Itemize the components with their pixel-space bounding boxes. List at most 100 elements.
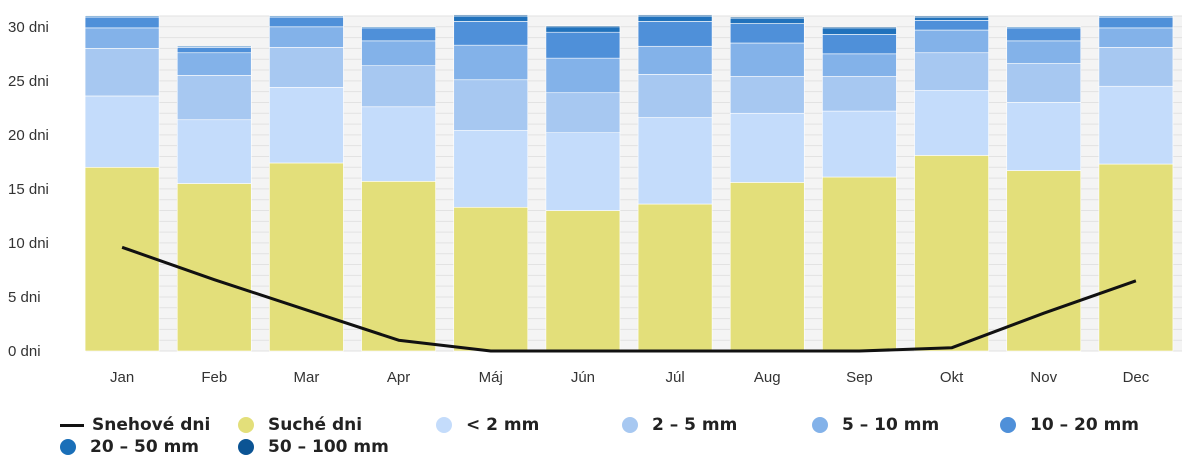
bar-segment [453,79,529,131]
x-tick-label: Aug [754,369,781,386]
bar-segment [1098,163,1174,352]
y-tick-label: 0 dni [8,343,41,360]
bar-segment [545,26,621,33]
bar-segment [1006,27,1082,42]
bar-segment [729,42,805,77]
bar-segment [914,52,989,91]
bar-segment [1098,47,1174,87]
bar-segment [176,47,252,54]
bar-segment [914,20,989,31]
bar-segment [453,206,529,352]
legend-dot-symbol [238,417,254,433]
legend-item[interactable]: Snehové dni [60,414,210,436]
bar-segment [1006,102,1082,171]
bar-segment [914,155,989,352]
legend-item[interactable]: 10 – 20 mm [1000,414,1139,436]
y-axis: 0 dni 5 dni 10 dni 15 dni 20 dni 25 dni 30 dni [8,19,49,360]
bar-segment [269,47,344,88]
bar-segment [914,90,989,156]
bar-segment [1006,40,1082,64]
bar-segment [637,45,713,75]
legend-dot-symbol [1000,417,1016,433]
bar-segment [637,15,713,22]
bar-segment [545,57,621,94]
bar-segment [729,17,805,24]
legend-item[interactable]: Suché dni [238,414,362,436]
legend-label: 50 – 100 mm [268,437,389,457]
bar-segment [176,75,252,121]
bar-segment [361,40,436,67]
bar-segment [637,74,713,118]
x-tick-label: Sep [846,369,873,386]
y-tick-label: 30 dni [8,19,49,36]
bar-segment [822,34,897,55]
legend-item[interactable]: 20 – 50 mm [60,436,199,458]
bar-segment [453,15,529,22]
bar-segment [361,26,436,29]
bar-segment [176,119,252,184]
x-tick-label: Feb [201,369,227,386]
legend-label: 2 – 5 mm [652,415,738,435]
bar-segment [545,132,621,211]
bar-segment [914,16,989,21]
bar-segment [729,112,805,183]
x-tick-label: Jún [571,369,595,386]
legend-label: Snehové dni [92,415,211,435]
bar-segment [361,181,436,352]
line-series-group [121,245,1137,353]
bar-segment [822,26,897,29]
legend-label: < 2 mm [466,415,540,435]
bar-segment [84,166,160,352]
legend-item[interactable]: < 2 mm [436,414,539,436]
bar-segment [176,45,252,48]
bar-segment [637,14,713,17]
legend-item[interactable]: 50 – 100 mm [238,436,389,458]
legend-dot-symbol [238,439,254,455]
x-tick-label: Jan [110,369,134,386]
bar-segment [545,210,621,352]
bar-segment [453,14,529,17]
bar-segment [545,25,621,28]
x-tick-label: Máj [479,369,503,386]
bar-segment [822,53,897,77]
bar-segment [545,92,621,134]
bar-segment [729,182,805,352]
bar-segment [453,130,529,208]
x-tick-label: Okt [940,369,964,386]
bar-segment [361,106,436,182]
bar-segment [361,65,436,108]
bar-segment [361,27,436,42]
bar-segment [914,15,989,18]
legend-label: 5 – 10 mm [842,415,940,435]
bar-segment [1098,16,1174,29]
bar-segment [637,21,713,47]
legend-item[interactable]: 2 – 5 mm [622,414,737,436]
bar-segment [729,16,805,19]
legend-label: 10 – 20 mm [1030,415,1139,435]
legend-dot-symbol [622,417,638,433]
chart: 0 dni 5 dni 10 dni 15 dni 20 dni 25 dni 30 dni… [8,14,1182,386]
bar-segment [1006,63,1082,103]
bar-segment [729,23,805,44]
y-tick-label: 20 dni [8,127,49,144]
bar-segment [269,162,344,352]
x-tick-label: Apr [387,369,410,386]
grid-lines [86,15,1182,352]
bar-segment [1098,85,1174,165]
bar-segment [453,21,529,46]
y-tick-label: 10 dni [8,235,49,252]
bar-segment [269,15,344,18]
bar-segment [822,176,897,352]
bar-segment [176,183,252,352]
y-tick-label: 25 dni [8,73,49,90]
bar-segment [1098,15,1174,18]
legend-line-symbol [60,423,84,427]
bar-segment [453,44,529,81]
bar-segment [1006,26,1082,29]
bar-segment [1098,27,1174,48]
snow-days-line [121,245,1137,353]
legend-item[interactable]: 5 – 10 mm [812,414,939,436]
bar-segment [729,76,805,114]
y-tick-label: 5 dni [8,289,41,306]
bar-segment [822,27,897,35]
